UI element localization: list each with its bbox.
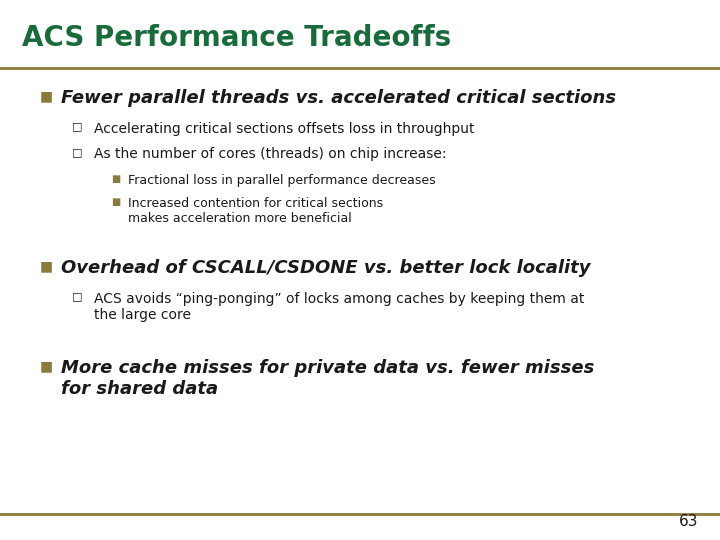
Text: ■: ■ xyxy=(40,259,53,273)
Text: □: □ xyxy=(72,122,83,132)
Text: ACS Performance Tradeoffs: ACS Performance Tradeoffs xyxy=(22,24,451,52)
Text: Overhead of CSCALL/CSDONE vs. better lock locality: Overhead of CSCALL/CSDONE vs. better loc… xyxy=(61,259,590,277)
Text: More cache misses for private data vs. fewer misses
for shared data: More cache misses for private data vs. f… xyxy=(61,359,595,398)
Text: ■: ■ xyxy=(40,89,53,103)
Text: As the number of cores (threads) on chip increase:: As the number of cores (threads) on chip… xyxy=(94,147,446,161)
Text: □: □ xyxy=(72,147,83,157)
Text: ■: ■ xyxy=(40,359,53,373)
Text: Increased contention for critical sections
makes acceleration more beneficial: Increased contention for critical sectio… xyxy=(128,197,383,225)
Text: □: □ xyxy=(72,292,83,302)
Text: 63: 63 xyxy=(679,514,698,529)
Text: Fewer parallel threads vs. accelerated critical sections: Fewer parallel threads vs. accelerated c… xyxy=(61,89,616,107)
Text: ■: ■ xyxy=(112,174,121,184)
Text: Accelerating critical sections offsets loss in throughput: Accelerating critical sections offsets l… xyxy=(94,122,474,136)
Text: Fractional loss in parallel performance decreases: Fractional loss in parallel performance … xyxy=(128,174,436,187)
Text: ■: ■ xyxy=(112,197,121,207)
Text: ACS avoids “ping-ponging” of locks among caches by keeping them at
the large cor: ACS avoids “ping-ponging” of locks among… xyxy=(94,292,584,322)
